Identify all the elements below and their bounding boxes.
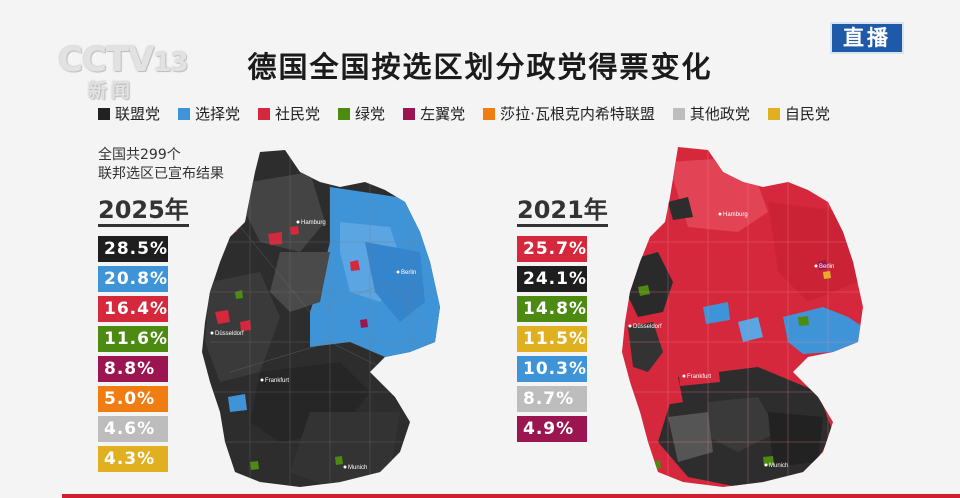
legend-label: 社民党	[275, 105, 321, 123]
result-others: 8.7%	[517, 386, 587, 412]
legend-swatch	[98, 107, 110, 120]
result-fdp: 11.5%	[517, 326, 587, 352]
cctv13-logo: CCTV13 新闻	[58, 40, 189, 102]
city-munich: Munich	[348, 465, 367, 471]
city-hamburg: Hamburg	[723, 212, 748, 218]
legend-label: 左翼党	[420, 105, 466, 123]
legend-label: 选择党	[195, 105, 241, 123]
results-2025: 28.5% 20.8% 16.4% 11.6% 8.8% 5.0% 4.6% 4…	[98, 236, 168, 476]
legend-swatch	[178, 107, 191, 120]
legend-label: 其他政党	[689, 105, 750, 123]
result-greens: 11.6%	[98, 326, 168, 352]
legend-swatch	[338, 107, 351, 120]
logo-text: CCTV	[58, 40, 154, 80]
result-cdu: 28.5%	[98, 236, 168, 262]
legend-item-fdp: 自民党	[767, 103, 830, 124]
legend-item-bsw: 莎拉·瓦根克内希特联盟	[483, 103, 655, 124]
map-regions-2021	[622, 147, 863, 487]
logo-sub: 新闻	[88, 80, 135, 102]
legend-swatch	[258, 107, 271, 120]
legend-swatch	[767, 107, 780, 120]
result-greens: 14.8%	[517, 296, 587, 322]
city-frankfurt: Frankfurt	[265, 378, 289, 384]
result-fdp: 4.3%	[98, 446, 168, 472]
map-regions-2025	[202, 150, 440, 487]
result-left: 4.9%	[517, 416, 587, 442]
legend-item-left: 左翼党	[403, 103, 465, 124]
legend-item-greens: 绿党	[338, 103, 385, 124]
legend-label: 绿党	[355, 105, 386, 123]
legend-item-afd: 选择党	[178, 103, 240, 124]
germany-map-2021: Hamburg Berlin Düsseldorf Frankfurt Muni…	[622, 147, 863, 487]
results-note: 全国共299个 联邦选区已宣布结果	[98, 146, 224, 184]
live-badge: 直播	[830, 22, 904, 54]
legend-item-spd: 社民党	[258, 103, 320, 124]
city-berlin: Berlin	[401, 270, 416, 276]
result-afd: 10.3%	[517, 356, 587, 382]
party-legend: 联盟党 选择党 社民党 绿党 左翼党 莎拉·瓦根克内希特联盟 其他政党 自民党	[98, 103, 830, 124]
legend-label: 莎拉·瓦根克内希特联盟	[500, 105, 655, 123]
bottom-accent-bar	[62, 494, 960, 498]
note-line-2: 联邦选区已宣布结果	[98, 166, 224, 182]
year-label-2025: 2025年	[98, 196, 189, 227]
result-afd: 20.8%	[98, 266, 168, 292]
result-others: 4.6%	[98, 416, 168, 442]
city-dusseldorf: Düsseldorf	[633, 324, 662, 330]
legend-label: 自民党	[784, 105, 830, 123]
results-2021: 25.7% 24.1% 14.8% 11.5% 10.3% 8.7% 4.9%	[517, 236, 587, 446]
note-line-1: 全国共299个	[98, 147, 181, 163]
logo-number: 13	[153, 48, 188, 78]
result-bsw: 5.0%	[98, 386, 168, 412]
page-title: 德国全国按选区划分政党得票变化	[247, 50, 713, 84]
legend-swatch	[403, 107, 416, 120]
result-cdu: 24.1%	[517, 266, 587, 292]
result-spd: 25.7%	[517, 236, 587, 262]
result-left: 8.8%	[98, 356, 168, 382]
germany-map-2025: Hamburg Berlin Düsseldorf Frankfurt Muni…	[202, 150, 440, 487]
legend-swatch	[483, 107, 496, 120]
legend-swatch	[672, 107, 685, 120]
legend-item-cdu: 联盟党	[98, 103, 160, 124]
city-berlin: Berlin	[819, 264, 834, 270]
city-frankfurt: Frankfurt	[687, 374, 711, 380]
legend-label: 联盟党	[115, 105, 161, 123]
year-label-2021: 2021年	[517, 196, 608, 227]
city-hamburg: Hamburg	[301, 220, 326, 226]
city-dusseldorf: Düsseldorf	[215, 331, 244, 337]
legend-item-others: 其他政党	[672, 103, 750, 124]
result-spd: 16.4%	[98, 296, 168, 322]
city-munich: Munich	[769, 463, 788, 469]
